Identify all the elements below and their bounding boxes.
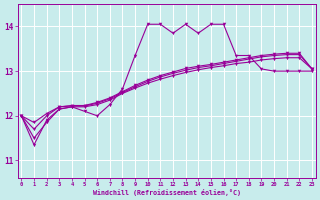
X-axis label: Windchill (Refroidissement éolien,°C): Windchill (Refroidissement éolien,°C): [93, 189, 241, 196]
